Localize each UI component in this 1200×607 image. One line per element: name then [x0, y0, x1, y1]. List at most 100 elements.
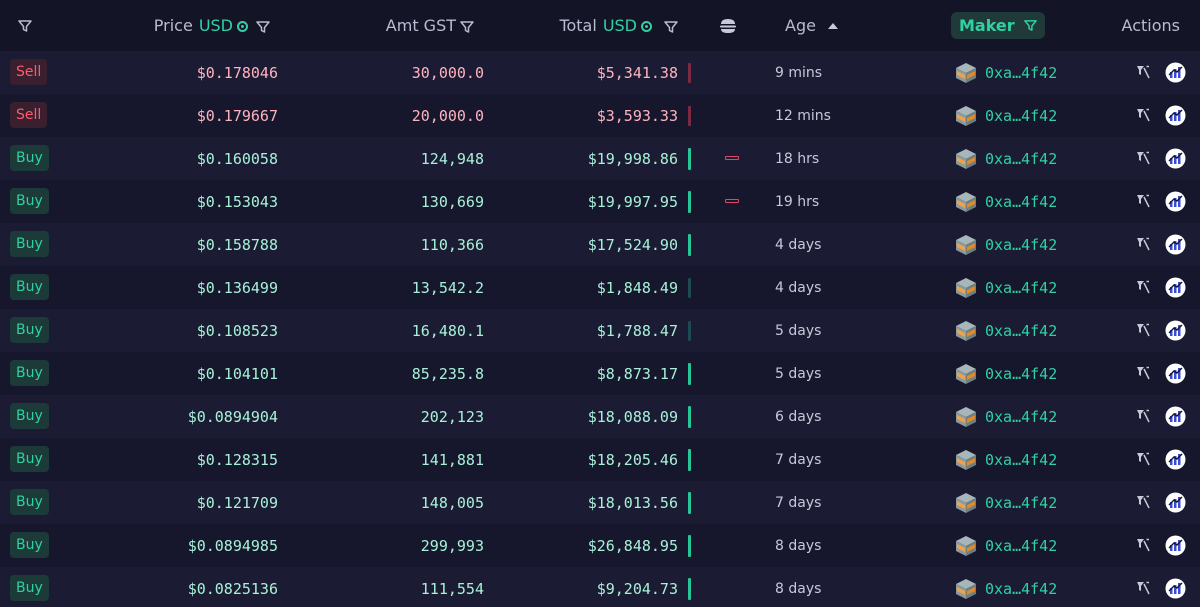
- total-cell: $8,873.17: [596, 364, 678, 383]
- trade-type-badge: Buy: [10, 231, 49, 257]
- maker-cell[interactable]: 0xa…4f42: [955, 395, 1057, 438]
- maker-address-link[interactable]: 0xa…4f42: [985, 579, 1058, 598]
- volume-bar: [688, 191, 691, 213]
- cube-icon: [955, 406, 977, 428]
- table-row[interactable]: Buy $0.121709 148,005 $18,013.56 7 days 0xa…4…: [0, 481, 1200, 525]
- table-row[interactable]: Buy $0.0894904 202,123 $18,088.09 6 days 0xa……: [0, 395, 1200, 439]
- filter-maker-icon[interactable]: [1135, 279, 1151, 299]
- price-cell: $0.178046: [196, 63, 278, 82]
- filter-maker-icon[interactable]: [1135, 494, 1151, 514]
- table-row[interactable]: Buy $0.108523 16,480.1 $1,788.47 5 days 0xa…4…: [0, 309, 1200, 353]
- maker-address-link[interactable]: 0xa…4f42: [985, 192, 1058, 211]
- total-column-header[interactable]: Total USD: [520, 0, 678, 51]
- cube-icon: [955, 277, 977, 299]
- maker-address-link[interactable]: 0xa…4f42: [985, 493, 1058, 512]
- table-row[interactable]: Buy $0.0894985 299,993 $26,848.95 8 days 0xa……: [0, 524, 1200, 568]
- filter-maker-icon[interactable]: [1135, 537, 1151, 557]
- total-cell: $19,997.95: [587, 192, 678, 211]
- coin-icon: [641, 21, 652, 32]
- chart-icon[interactable]: [1165, 148, 1186, 173]
- filter-icon[interactable]: [460, 20, 474, 34]
- filter-maker-icon[interactable]: [1135, 64, 1151, 84]
- price-column-header[interactable]: Price USD: [120, 0, 270, 51]
- maker-address-link[interactable]: 0xa…4f42: [985, 407, 1058, 426]
- filter-maker-icon[interactable]: [1135, 365, 1151, 385]
- chart-icon[interactable]: [1165, 62, 1186, 87]
- maker-cell[interactable]: 0xa…4f42: [955, 438, 1057, 481]
- maker-cell[interactable]: 0xa…4f42: [955, 352, 1057, 395]
- filter-maker-icon[interactable]: [1135, 236, 1151, 256]
- maker-address-link[interactable]: 0xa…4f42: [985, 536, 1058, 555]
- maker-cell[interactable]: 0xa…4f42: [955, 567, 1057, 607]
- total-cell: $26,848.95: [587, 536, 678, 555]
- chart-icon[interactable]: [1165, 191, 1186, 216]
- table-row[interactable]: Buy $0.128315 141,881 $18,205.46 7 days 0xa…4…: [0, 438, 1200, 482]
- maker-address-link[interactable]: 0xa…4f42: [985, 235, 1058, 254]
- filter-maker-icon[interactable]: [1135, 451, 1151, 471]
- volume-bar: [688, 363, 691, 385]
- filter-maker-icon[interactable]: [1135, 150, 1151, 170]
- maker-cell[interactable]: 0xa…4f42: [955, 180, 1057, 223]
- age-cell: 4 days: [775, 236, 822, 253]
- maker-address-link[interactable]: 0xa…4f42: [985, 63, 1058, 82]
- maker-column-header[interactable]: Maker: [951, 0, 1046, 51]
- chart-icon[interactable]: [1165, 105, 1186, 130]
- filter-maker-icon[interactable]: [1135, 408, 1151, 428]
- sort-asc-icon[interactable]: [827, 22, 838, 29]
- burger-column-header[interactable]: [719, 0, 737, 51]
- table-row[interactable]: Buy $0.160058 124,948 $19,998.86 18 hrs 0xa…4…: [0, 137, 1200, 181]
- chart-icon[interactable]: [1165, 234, 1186, 259]
- filter-maker-icon[interactable]: [1135, 322, 1151, 342]
- type-filter-button[interactable]: [18, 0, 32, 51]
- price-currency-label: USD: [198, 16, 233, 35]
- trade-type-badge: Buy: [10, 532, 49, 558]
- maker-address-link[interactable]: 0xa…4f42: [985, 149, 1058, 168]
- filter-icon[interactable]: [256, 20, 270, 34]
- maker-cell[interactable]: 0xa…4f42: [955, 137, 1057, 180]
- table-row[interactable]: Buy $0.153043 130,669 $19,997.95 19 hrs 0xa…4…: [0, 180, 1200, 224]
- maker-filter-pill[interactable]: Maker: [951, 12, 1046, 39]
- table-row[interactable]: Buy $0.136499 13,542.2 $1,848.49 4 days 0xa…4…: [0, 266, 1200, 310]
- table-row[interactable]: Buy $0.0825136 111,554 $9,204.73 8 days 0xa…4…: [0, 567, 1200, 607]
- total-cell: $1,848.49: [596, 278, 678, 297]
- maker-address-link[interactable]: 0xa…4f42: [985, 106, 1058, 125]
- trade-type-badge: Buy: [10, 317, 49, 343]
- price-cell: $0.128315: [196, 450, 278, 469]
- chart-icon[interactable]: [1165, 363, 1186, 388]
- table-row[interactable]: Buy $0.104101 85,235.8 $8,873.17 5 days 0xa…4…: [0, 352, 1200, 396]
- table-row[interactable]: Buy $0.158788 110,366 $17,524.90 4 days 0xa…4…: [0, 223, 1200, 267]
- filter-maker-icon[interactable]: [1135, 580, 1151, 600]
- chart-icon[interactable]: [1165, 535, 1186, 560]
- chart-icon[interactable]: [1165, 449, 1186, 474]
- total-header-label: Total: [559, 16, 597, 35]
- chart-icon[interactable]: [1165, 578, 1186, 603]
- maker-cell[interactable]: 0xa…4f42: [955, 266, 1057, 309]
- amount-column-header[interactable]: Amt GST: [340, 0, 474, 51]
- table-row[interactable]: Sell $0.179667 20,000.0 $3,593.33 12 mins 0xa…: [0, 94, 1200, 138]
- table-row[interactable]: Sell $0.178046 30,000.0 $5,341.38 9 mins 0xa……: [0, 51, 1200, 95]
- filter-maker-icon[interactable]: [1135, 193, 1151, 213]
- chart-icon[interactable]: [1165, 277, 1186, 302]
- filter-icon[interactable]: [664, 20, 678, 34]
- age-cell: 8 days: [775, 580, 822, 597]
- chart-icon[interactable]: [1165, 492, 1186, 517]
- trade-type-badge: Buy: [10, 274, 49, 300]
- maker-cell[interactable]: 0xa…4f42: [955, 481, 1057, 524]
- maker-address-link[interactable]: 0xa…4f42: [985, 321, 1058, 340]
- total-cell: $1,788.47: [596, 321, 678, 340]
- maker-cell[interactable]: 0xa…4f42: [955, 524, 1057, 567]
- maker-address-link[interactable]: 0xa…4f42: [985, 450, 1058, 469]
- maker-cell[interactable]: 0xa…4f42: [955, 223, 1057, 266]
- maker-cell[interactable]: 0xa…4f42: [955, 51, 1057, 94]
- amount-cell: 16,480.1: [411, 321, 484, 340]
- chart-icon[interactable]: [1165, 406, 1186, 431]
- filter-maker-icon[interactable]: [1135, 107, 1151, 127]
- age-column-header[interactable]: Age: [785, 0, 838, 51]
- price-cell: $0.136499: [196, 278, 278, 297]
- maker-address-link[interactable]: 0xa…4f42: [985, 278, 1058, 297]
- maker-cell[interactable]: 0xa…4f42: [955, 94, 1057, 137]
- chart-icon[interactable]: [1165, 320, 1186, 345]
- maker-address-link[interactable]: 0xa…4f42: [985, 364, 1058, 383]
- maker-cell[interactable]: 0xa…4f42: [955, 309, 1057, 352]
